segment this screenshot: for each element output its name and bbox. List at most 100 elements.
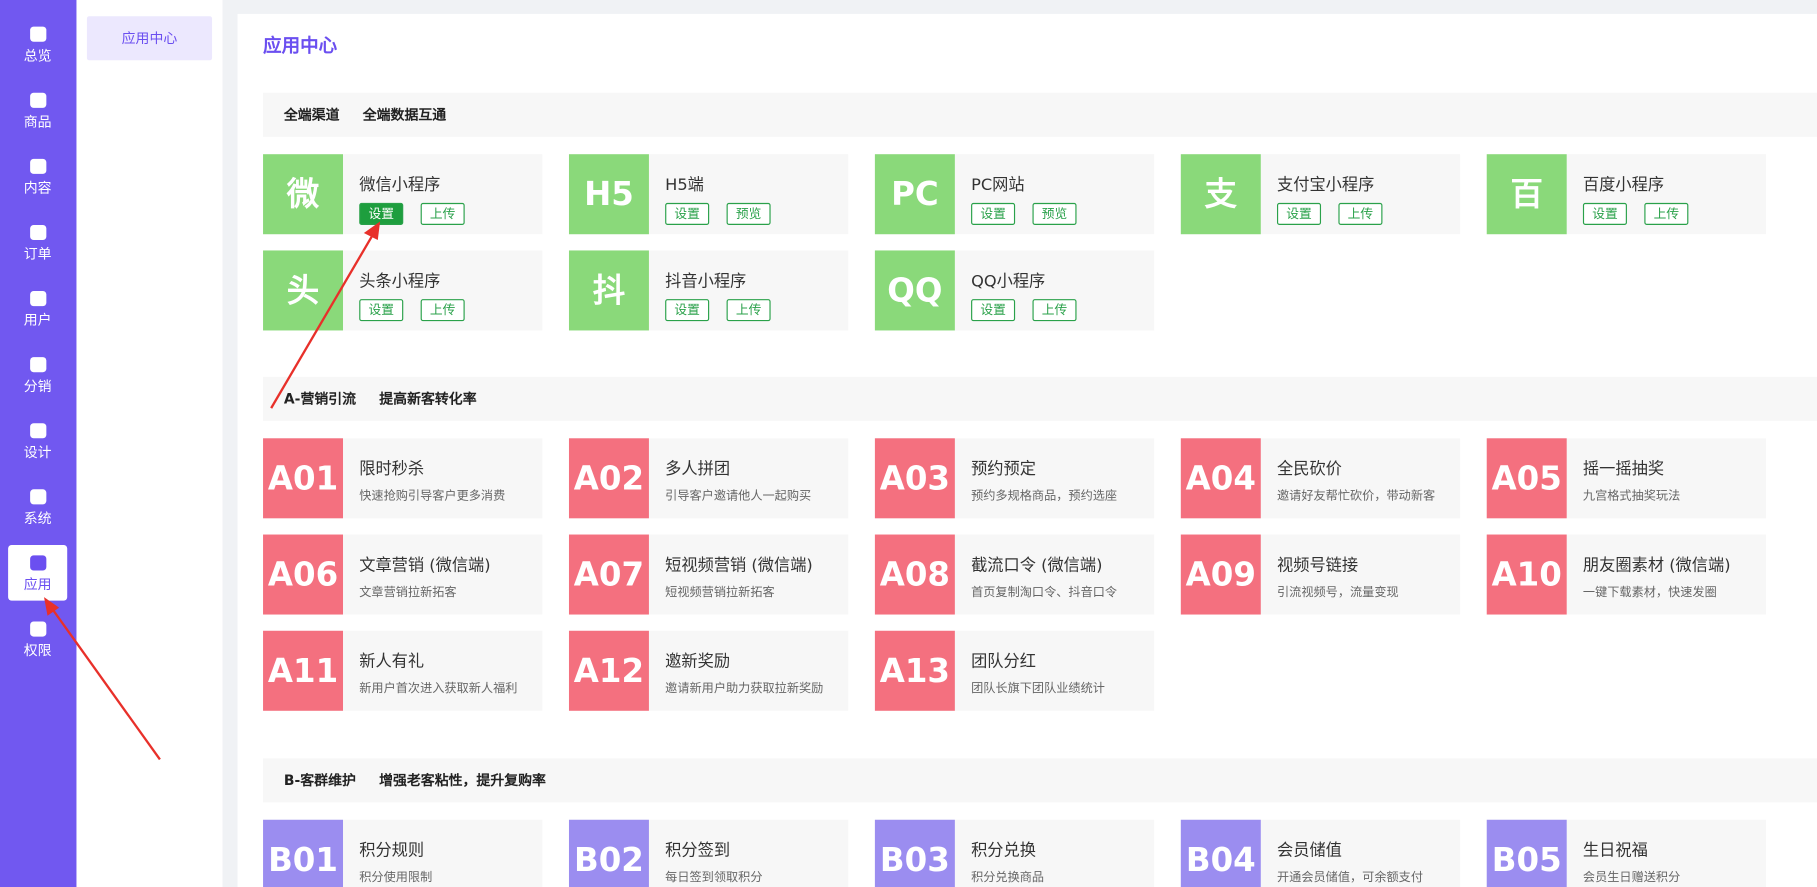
- app-name: 短视频营销 (微信端): [665, 556, 813, 576]
- app-button[interactable]: 设置: [1276, 202, 1322, 225]
- app-name: PC网站: [971, 176, 1025, 195]
- app-tile[interactable]: A13 团队分红 团队长旗下团队业绩统计: [874, 630, 1155, 711]
- app-icon: H5: [568, 154, 649, 235]
- app-tile[interactable]: PC PC网站 设置 预览: [874, 154, 1155, 235]
- app-icon: A12: [568, 630, 649, 711]
- app-desc: 短视频营销拉新拓客: [665, 585, 775, 600]
- app-tile[interactable]: 头头条小程序 设置 上传: [263, 250, 543, 331]
- submenu: 应用中心: [76, 0, 223, 887]
- app-tile[interactable]: 百百度小程序 设置 上传: [1486, 154, 1767, 235]
- nav-item[interactable]: 总览: [8, 16, 67, 72]
- app-button[interactable]: 设置: [665, 202, 710, 225]
- app-button[interactable]: 设置: [359, 202, 404, 225]
- app-tile[interactable]: B03 积分兑换 积分兑换商品: [874, 819, 1155, 887]
- app-tile[interactable]: A05 摇一摇抽奖 九宫格式抽奖玩法: [1486, 438, 1767, 519]
- app-desc: 开通会员储值，可余额支付: [1276, 870, 1424, 885]
- app-button[interactable]: 上传: [726, 299, 771, 322]
- nav-item[interactable]: 分销: [8, 347, 67, 403]
- app-tile[interactable]: 微微信小程序 设置 上传: [263, 154, 543, 235]
- app-tile[interactable]: QQ QQ小程序 设置 上传: [874, 250, 1155, 331]
- section-title: 全端渠道: [283, 106, 340, 123]
- nav-item[interactable]: 权限: [8, 611, 67, 667]
- app-name: 会员储值: [1276, 841, 1342, 861]
- nav-label: 总览: [23, 47, 52, 64]
- app-icon: A13: [874, 630, 955, 711]
- nav-item[interactable]: 订单: [8, 215, 67, 271]
- app-desc: 九宫格式抽奖玩法: [1582, 489, 1681, 504]
- section-header: 全端渠道 全端数据互通: [263, 92, 1817, 137]
- app-tile[interactable]: A02 多人拼团 引导客户邀请他人一起购买: [568, 438, 849, 519]
- app-name: H5端: [665, 176, 704, 195]
- app-name: 摇一摇抽奖: [1582, 460, 1665, 479]
- app-tile[interactable]: A04 全民砍价 邀请好友帮忙砍价，带动新客: [1180, 438, 1461, 519]
- submenu-item[interactable]: 应用中心: [86, 16, 213, 61]
- section-header: A-营销引流 提高新客转化率: [263, 376, 1817, 421]
- app-desc: 新用户首次进入获取新人福利: [359, 681, 518, 696]
- app-tile[interactable]: A06 文章营销 (微信端) 文章营销拉新拓客: [263, 534, 543, 615]
- section-subtitle: 全端数据互通: [362, 106, 447, 123]
- app-tile[interactable]: B04 会员储值 开通会员储值，可余额支付: [1180, 819, 1461, 887]
- nav-item[interactable]: 应用: [8, 544, 68, 601]
- nav-icon: [29, 26, 46, 42]
- nav-item[interactable]: 系统: [8, 479, 67, 535]
- app-tile[interactable]: A09 视频号链接 引流视频号，流量变现: [1180, 534, 1461, 615]
- app-button[interactable]: 设置: [359, 299, 404, 322]
- nav-icon: [29, 92, 46, 108]
- nav-icon: [29, 357, 46, 373]
- app-desc: 一键下载素材，快速发圈: [1582, 585, 1717, 600]
- app-button[interactable]: 设置: [1582, 202, 1627, 225]
- app-tile[interactable]: A01 限时秒杀 快速抢购引导客户更多消费: [263, 438, 543, 519]
- app-button[interactable]: 上传: [420, 202, 465, 225]
- app-button[interactable]: 设置: [971, 202, 1016, 225]
- nav-icon: [29, 489, 46, 505]
- app-name: 全民砍价: [1276, 460, 1342, 479]
- app-tile[interactable]: B01 积分规则 积分使用限制: [263, 819, 543, 887]
- app-desc: 引流视频号，流量变现: [1276, 585, 1399, 600]
- app-icon: A09: [1180, 534, 1261, 615]
- nav-label: 系统: [23, 510, 52, 527]
- app-name: 邀新奖励: [665, 652, 731, 672]
- app-icon: A01: [263, 438, 344, 519]
- app-button[interactable]: 上传: [1032, 299, 1077, 322]
- section-header: B-客群维护 增强老客粘性，提升复购率: [263, 758, 1817, 803]
- app-icon: B01: [263, 819, 344, 887]
- app-name: QQ小程序: [971, 272, 1046, 292]
- nav-item[interactable]: 商品: [8, 82, 67, 138]
- sidebar: 总览商品内容订单用户分销设计系统应用权限: [0, 0, 77, 887]
- app-tile[interactable]: A07 短视频营销 (微信端) 短视频营销拉新拓客: [568, 534, 849, 615]
- nav-item[interactable]: 内容: [8, 148, 67, 204]
- app-icon: A07: [568, 534, 649, 615]
- app-icon: A10: [1486, 534, 1567, 615]
- app-tile[interactable]: A12 邀新奖励邀请新用户助力获取拉新奖励: [568, 630, 849, 711]
- app-tile[interactable]: A10 朋友圈素材 (微信端) 一键下载素材，快速发圈: [1486, 534, 1767, 615]
- app-button[interactable]: 预览: [1032, 202, 1077, 225]
- app-icon: A08: [874, 534, 955, 615]
- app-tile[interactable]: B05 生日祝福 会员生日赠送积分: [1486, 819, 1767, 887]
- page-title: 应用中心: [263, 34, 338, 57]
- app-desc: 邀请新用户助力获取拉新奖励: [665, 681, 824, 696]
- app-tile[interactable]: 抖抖音小程序 设置 上传: [568, 250, 849, 331]
- app-icon: 百: [1486, 154, 1567, 235]
- app-button[interactable]: 上传: [420, 299, 465, 322]
- nav-item[interactable]: 设计: [8, 413, 67, 469]
- app-name: 支付宝小程序: [1276, 176, 1375, 195]
- app-icon: 头: [263, 250, 344, 331]
- app-button[interactable]: 设置: [665, 299, 710, 322]
- app-icon: B03: [874, 819, 955, 887]
- app-button[interactable]: 上传: [1644, 202, 1689, 225]
- app-icon: B05: [1486, 819, 1567, 887]
- app-tile[interactable]: B02 积分签到 每日签到领取积分: [568, 819, 849, 887]
- app-tile[interactable]: 支支付宝小程序 设置 上传: [1180, 154, 1461, 235]
- app-tile[interactable]: H5 H5端设置 预览: [568, 154, 849, 235]
- app-desc: 会员生日赠送积分: [1582, 870, 1681, 885]
- nav-label: 应用: [23, 576, 52, 593]
- app-tile[interactable]: A08 截流口令 (微信端) 首页复制淘口令、抖音口令: [874, 534, 1155, 615]
- app-button[interactable]: 设置: [971, 299, 1016, 322]
- app-button[interactable]: 上传: [1338, 202, 1383, 225]
- app-button[interactable]: 预览: [726, 202, 771, 225]
- app-name: 团队分红: [971, 652, 1036, 672]
- app-tile[interactable]: A11 新人有礼 新用户首次进入获取新人福利: [263, 630, 543, 711]
- app-tile[interactable]: A03 预约预定 预约多规格商品，预约选座: [874, 438, 1155, 519]
- nav-item[interactable]: 用户: [8, 281, 67, 337]
